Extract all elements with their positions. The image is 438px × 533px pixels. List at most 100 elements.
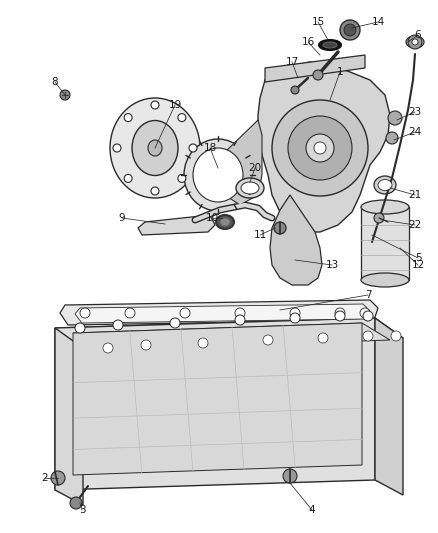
Text: 5: 5 bbox=[415, 253, 421, 263]
Polygon shape bbox=[375, 318, 403, 495]
Circle shape bbox=[363, 311, 373, 321]
Circle shape bbox=[386, 132, 398, 144]
Circle shape bbox=[388, 111, 402, 125]
Circle shape bbox=[318, 333, 328, 343]
Circle shape bbox=[178, 114, 186, 122]
Ellipse shape bbox=[132, 120, 178, 175]
Circle shape bbox=[151, 187, 159, 195]
Ellipse shape bbox=[319, 40, 341, 50]
Circle shape bbox=[335, 308, 345, 318]
Circle shape bbox=[124, 114, 132, 122]
Ellipse shape bbox=[193, 148, 243, 202]
Polygon shape bbox=[73, 323, 362, 475]
Circle shape bbox=[412, 39, 418, 45]
Circle shape bbox=[363, 331, 373, 341]
Circle shape bbox=[103, 343, 113, 353]
Polygon shape bbox=[265, 55, 365, 82]
Circle shape bbox=[141, 340, 151, 350]
Text: 7: 7 bbox=[365, 290, 371, 300]
Ellipse shape bbox=[216, 215, 234, 229]
Circle shape bbox=[272, 100, 368, 196]
Text: 20: 20 bbox=[248, 163, 261, 173]
Circle shape bbox=[263, 335, 273, 345]
Circle shape bbox=[291, 86, 299, 94]
Circle shape bbox=[113, 144, 121, 152]
Text: 6: 6 bbox=[415, 30, 421, 40]
Text: 22: 22 bbox=[408, 220, 422, 230]
Text: 8: 8 bbox=[52, 77, 58, 87]
Text: 15: 15 bbox=[311, 17, 325, 27]
Circle shape bbox=[113, 320, 123, 330]
Polygon shape bbox=[218, 120, 262, 205]
Polygon shape bbox=[55, 328, 83, 505]
Ellipse shape bbox=[110, 98, 200, 198]
Circle shape bbox=[51, 471, 65, 485]
Ellipse shape bbox=[361, 273, 409, 287]
Text: 21: 21 bbox=[408, 190, 422, 200]
Circle shape bbox=[189, 144, 197, 152]
Polygon shape bbox=[75, 304, 370, 323]
Ellipse shape bbox=[406, 36, 424, 48]
Text: 17: 17 bbox=[286, 57, 299, 67]
Ellipse shape bbox=[361, 200, 409, 214]
Text: 18: 18 bbox=[203, 143, 217, 153]
Circle shape bbox=[290, 313, 300, 323]
Text: 12: 12 bbox=[411, 260, 424, 270]
Circle shape bbox=[151, 101, 159, 109]
Circle shape bbox=[340, 20, 360, 40]
Ellipse shape bbox=[323, 42, 337, 48]
Circle shape bbox=[125, 308, 135, 318]
Circle shape bbox=[314, 142, 326, 154]
Circle shape bbox=[180, 308, 190, 318]
Ellipse shape bbox=[374, 176, 396, 194]
Circle shape bbox=[408, 35, 422, 49]
Polygon shape bbox=[138, 215, 215, 235]
Circle shape bbox=[75, 323, 85, 333]
Circle shape bbox=[391, 331, 401, 341]
Polygon shape bbox=[361, 207, 409, 280]
Circle shape bbox=[274, 222, 286, 234]
Circle shape bbox=[290, 308, 300, 318]
Circle shape bbox=[313, 70, 323, 80]
Circle shape bbox=[124, 174, 132, 182]
Text: 14: 14 bbox=[371, 17, 385, 27]
Circle shape bbox=[283, 469, 297, 483]
Circle shape bbox=[288, 116, 352, 180]
Ellipse shape bbox=[378, 180, 392, 190]
Polygon shape bbox=[258, 62, 390, 232]
Ellipse shape bbox=[236, 178, 264, 198]
Text: 2: 2 bbox=[42, 473, 48, 483]
Circle shape bbox=[360, 308, 370, 318]
Text: 4: 4 bbox=[309, 505, 315, 515]
Text: 10: 10 bbox=[205, 213, 219, 223]
Ellipse shape bbox=[148, 140, 162, 156]
Text: 3: 3 bbox=[79, 505, 85, 515]
Text: 24: 24 bbox=[408, 127, 422, 137]
Circle shape bbox=[170, 318, 180, 328]
Circle shape bbox=[335, 311, 345, 321]
Ellipse shape bbox=[241, 182, 259, 194]
Polygon shape bbox=[55, 318, 375, 490]
Text: 1: 1 bbox=[337, 67, 343, 77]
Ellipse shape bbox=[220, 218, 230, 226]
Text: 13: 13 bbox=[325, 260, 339, 270]
Circle shape bbox=[80, 308, 90, 318]
Circle shape bbox=[374, 213, 384, 223]
Circle shape bbox=[306, 134, 334, 162]
Text: 16: 16 bbox=[301, 37, 314, 47]
Polygon shape bbox=[55, 318, 403, 348]
Circle shape bbox=[178, 174, 186, 182]
Circle shape bbox=[60, 90, 70, 100]
Ellipse shape bbox=[184, 139, 252, 211]
Circle shape bbox=[235, 308, 245, 318]
Polygon shape bbox=[73, 323, 390, 350]
Polygon shape bbox=[60, 300, 378, 325]
Circle shape bbox=[198, 338, 208, 348]
Text: 9: 9 bbox=[119, 213, 125, 223]
Circle shape bbox=[344, 24, 356, 36]
Polygon shape bbox=[270, 195, 322, 285]
Text: 11: 11 bbox=[253, 230, 267, 240]
Circle shape bbox=[70, 497, 82, 509]
Text: 23: 23 bbox=[408, 107, 422, 117]
Text: 19: 19 bbox=[168, 100, 182, 110]
